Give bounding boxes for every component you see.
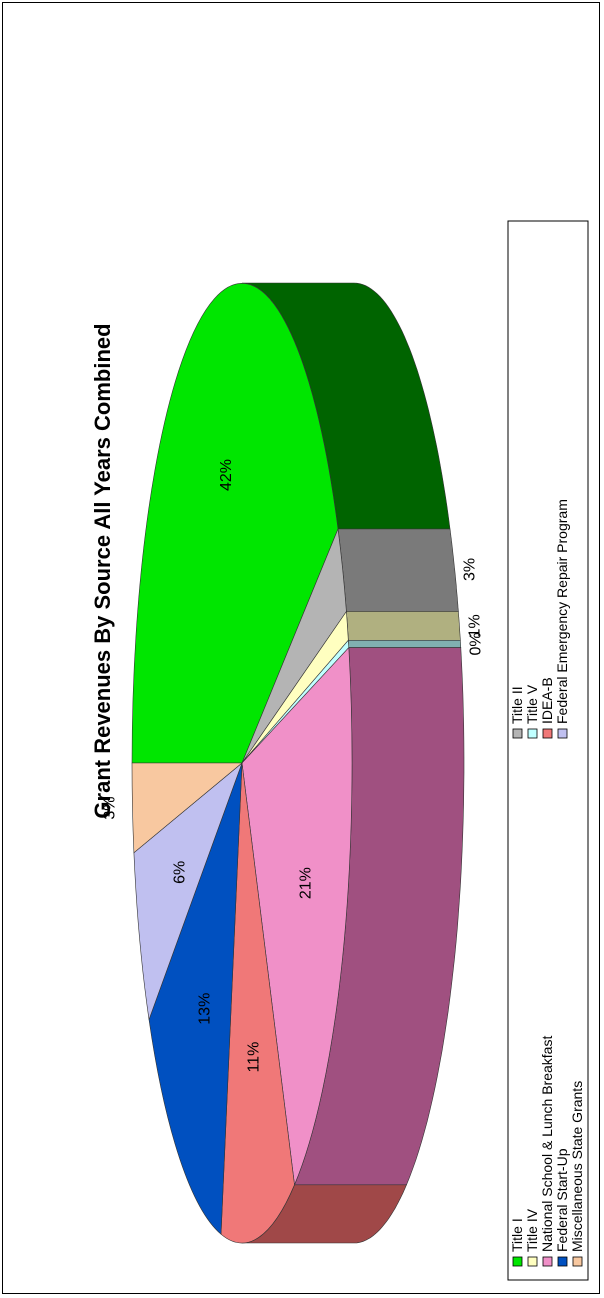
legend-swatch-title-iv xyxy=(527,1256,538,1267)
pie-label-title-ii: 3% xyxy=(462,558,479,581)
pie-slice-idea-b xyxy=(220,762,295,1244)
pie-label-miscellaneous-state-grants: 3% xyxy=(102,797,119,820)
pie-slice-title-i xyxy=(131,283,339,764)
pie-label-title-iv: 1% xyxy=(466,614,483,637)
pie-label-federal-start-up: 13% xyxy=(197,993,214,1025)
legend-label-idea-b: IDEA-B xyxy=(539,677,555,724)
pie-label-title-i: 42% xyxy=(218,459,235,491)
legend-label-federal-emergency-repair-program: Federal Emergency Repair Program xyxy=(554,499,570,724)
pie-slice-national-school-lunch-breakfast xyxy=(241,646,353,1186)
legend-label-title-v: Title V xyxy=(524,684,540,724)
pie-label-national-school-lunch-breakfast: 21% xyxy=(297,867,314,899)
legend-label-title-i: Title I xyxy=(509,1218,525,1252)
pie-side-title-v xyxy=(347,640,462,648)
pie-label-federal-emergency-repair-program: 6% xyxy=(172,861,189,884)
pie-slice-federal-start-up xyxy=(148,762,243,1235)
legend-label-title-ii: Title II xyxy=(509,686,525,724)
legend-swatch-title-v xyxy=(527,728,538,739)
pie-slice-federal-emergency-repair-program xyxy=(133,762,243,1020)
pie-side-title-ii xyxy=(337,528,459,612)
legend: Title I Title IV National School & Lunch B… xyxy=(507,220,589,1281)
legend-swatch-idea-b xyxy=(542,728,553,739)
pie-label-idea-b: 11% xyxy=(245,1042,262,1073)
legend-swatch-federal-start-up xyxy=(557,1256,568,1267)
legend-swatch-federal-emergency-repair-program xyxy=(557,728,568,739)
pie-labels: 42% 3% 1%0% 21% 11% 13% 6% 3% xyxy=(102,459,485,1073)
pie-group xyxy=(131,282,465,1244)
legend-swatch-title-i xyxy=(512,1256,523,1267)
pie-label-title-v: 0% xyxy=(468,632,485,655)
legend-label-national-school-lunch-breakfast: National School & Lunch Breakfast xyxy=(539,1036,555,1252)
legend-label-miscellaneous-state-grants: Miscellaneous State Grants xyxy=(569,1081,585,1252)
legend-label-title-iv: Title IV xyxy=(524,1208,540,1252)
legend-swatch-title-ii xyxy=(512,728,523,739)
pie-side-title-iv xyxy=(346,611,461,641)
legend-swatch-national-school-lunch-breakfast xyxy=(542,1256,553,1267)
legend-box xyxy=(507,220,589,1281)
legend-label-federal-start-up: Federal Start-Up xyxy=(554,1148,570,1252)
chart-title: Grant Revenues By Source All Years Combi… xyxy=(90,323,115,818)
pie-slice-miscellaneous-state-grants xyxy=(131,762,243,854)
legend-swatch-miscellaneous-state-grants xyxy=(572,1256,583,1267)
